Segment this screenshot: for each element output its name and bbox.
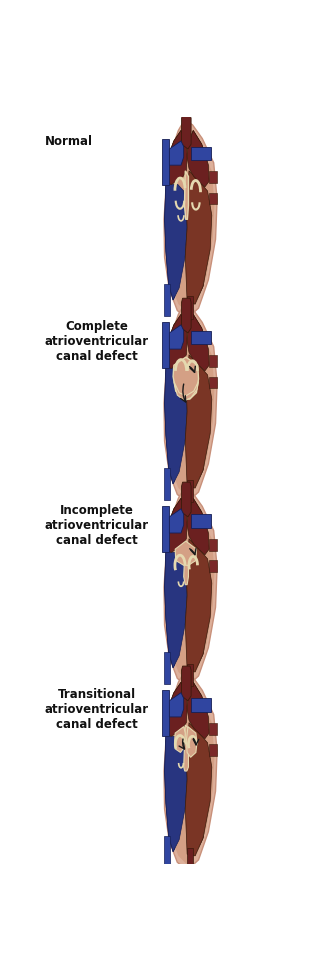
Polygon shape (191, 147, 211, 160)
Polygon shape (165, 315, 187, 368)
Polygon shape (164, 672, 217, 870)
Polygon shape (209, 722, 217, 735)
Polygon shape (185, 171, 212, 304)
Polygon shape (162, 506, 169, 552)
Polygon shape (187, 683, 209, 739)
Polygon shape (187, 498, 209, 554)
Polygon shape (209, 745, 217, 755)
Polygon shape (187, 130, 209, 187)
Polygon shape (164, 487, 217, 686)
Polygon shape (167, 683, 215, 864)
Polygon shape (182, 483, 191, 517)
Polygon shape (209, 171, 217, 183)
Polygon shape (165, 498, 187, 552)
Polygon shape (164, 468, 171, 500)
Polygon shape (165, 551, 187, 668)
Polygon shape (185, 722, 212, 855)
Polygon shape (165, 735, 187, 852)
Text: Normal: Normal (44, 135, 93, 149)
Polygon shape (187, 315, 209, 371)
Polygon shape (209, 354, 217, 367)
Polygon shape (164, 120, 217, 318)
Polygon shape (187, 130, 209, 187)
Polygon shape (169, 141, 184, 165)
Polygon shape (162, 139, 169, 184)
Polygon shape (165, 315, 187, 368)
Text: Complete
atrioventricular
canal defect: Complete atrioventricular canal defect (44, 319, 149, 363)
Polygon shape (184, 171, 188, 219)
Polygon shape (165, 551, 187, 668)
Polygon shape (165, 683, 187, 736)
Text: Transitional
atrioventricular
canal defect: Transitional atrioventricular canal defe… (44, 688, 149, 731)
Polygon shape (185, 171, 212, 304)
Polygon shape (187, 296, 193, 318)
Polygon shape (185, 354, 212, 488)
Polygon shape (187, 664, 193, 686)
Polygon shape (165, 498, 187, 552)
Polygon shape (165, 367, 187, 484)
Polygon shape (164, 284, 171, 317)
Polygon shape (185, 722, 212, 855)
Polygon shape (165, 183, 187, 300)
Polygon shape (169, 692, 184, 717)
Polygon shape (209, 377, 217, 387)
Polygon shape (185, 539, 212, 672)
Polygon shape (191, 330, 211, 345)
Polygon shape (165, 130, 187, 184)
Polygon shape (182, 666, 191, 701)
Polygon shape (209, 539, 217, 551)
Polygon shape (165, 183, 187, 300)
Polygon shape (167, 315, 215, 496)
Polygon shape (186, 726, 197, 757)
Polygon shape (182, 115, 191, 149)
Polygon shape (165, 130, 187, 184)
Polygon shape (174, 382, 198, 401)
Polygon shape (162, 690, 169, 736)
Polygon shape (185, 539, 212, 672)
Polygon shape (187, 848, 193, 870)
Polygon shape (164, 836, 171, 868)
Polygon shape (175, 726, 185, 753)
Polygon shape (191, 515, 211, 528)
Polygon shape (187, 315, 209, 371)
Polygon shape (169, 325, 184, 350)
Polygon shape (162, 322, 169, 368)
Polygon shape (187, 480, 193, 503)
Polygon shape (191, 698, 211, 712)
Polygon shape (169, 509, 184, 533)
Polygon shape (164, 304, 217, 503)
Polygon shape (187, 498, 209, 554)
Polygon shape (209, 192, 217, 204)
Polygon shape (209, 560, 217, 572)
Polygon shape (182, 298, 191, 333)
Polygon shape (185, 354, 212, 488)
Polygon shape (184, 725, 188, 771)
Polygon shape (164, 652, 171, 684)
Text: Incomplete
atrioventricular
canal defect: Incomplete atrioventricular canal defect (44, 504, 149, 547)
Polygon shape (165, 683, 187, 736)
Polygon shape (167, 498, 215, 680)
Polygon shape (165, 367, 187, 484)
Polygon shape (175, 541, 197, 565)
Polygon shape (173, 357, 198, 399)
Polygon shape (184, 543, 188, 585)
Polygon shape (187, 683, 209, 739)
Polygon shape (167, 130, 215, 312)
Polygon shape (165, 735, 187, 852)
